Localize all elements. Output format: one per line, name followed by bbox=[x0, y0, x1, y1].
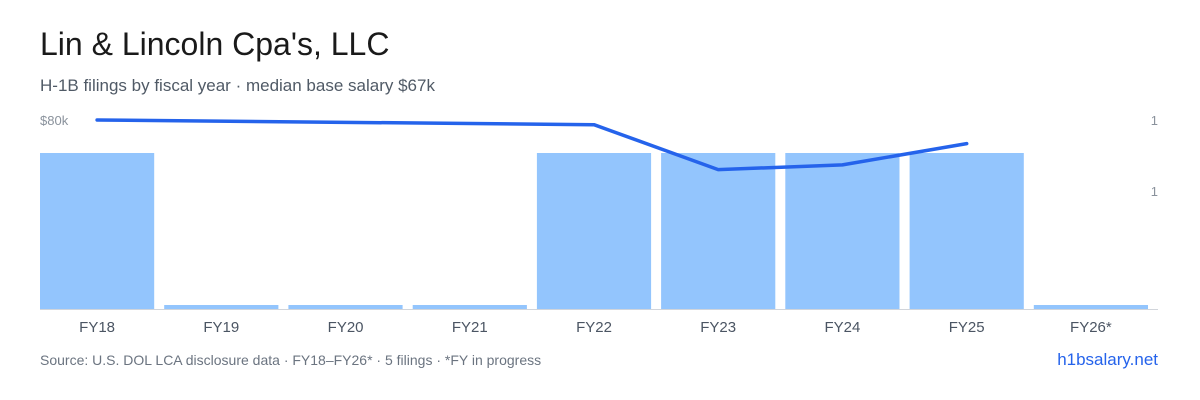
chart-title: Lin & Lincoln Cpa's, LLC bbox=[40, 26, 390, 62]
bar-fy19 bbox=[164, 305, 279, 309]
x-tick-label: FY20 bbox=[328, 319, 364, 336]
bar-fy26-partial bbox=[1033, 305, 1148, 309]
combo-chart: FY18 FY19 FY20 FY21 FY22 FY23 FY24 FY25 FY26* $8… bbox=[40, 113, 1158, 336]
bar-fy20 bbox=[288, 305, 403, 309]
bar-fy21 bbox=[412, 305, 527, 309]
x-tick-label: FY21 bbox=[452, 319, 488, 336]
source-note: Source: U.S. DOL LCA disclosure data · F… bbox=[40, 352, 542, 368]
line-series bbox=[95, 118, 969, 172]
x-tick-label: FY19 bbox=[203, 319, 239, 336]
bar-series bbox=[40, 153, 1148, 309]
x-tick-label: FY26* bbox=[1070, 319, 1112, 336]
bar-fy23 bbox=[661, 153, 776, 309]
bar-fy22 bbox=[536, 153, 652, 309]
y-axis-labels: $80k 1 1 bbox=[40, 113, 1158, 199]
right-axis-tick: 1 bbox=[1151, 113, 1158, 128]
x-tick-label: FY18 bbox=[79, 319, 115, 336]
x-tick-label: FY23 bbox=[700, 319, 736, 336]
bar-fy24 bbox=[785, 153, 900, 309]
chart-subtitle: H-1B filings by fiscal year · median bas… bbox=[40, 76, 435, 95]
bar-fy18 bbox=[40, 153, 155, 309]
left-axis-tick: $80k bbox=[40, 113, 69, 128]
salary-line bbox=[95, 118, 969, 172]
bar-fy25 bbox=[909, 153, 1024, 309]
right-axis-tick: 1 bbox=[1151, 184, 1158, 199]
x-tick-label: FY25 bbox=[949, 319, 985, 336]
x-tick-label: FY22 bbox=[576, 319, 612, 336]
brand-link[interactable]: h1bsalary.net bbox=[1057, 350, 1158, 369]
x-tick-label: FY24 bbox=[824, 319, 860, 336]
x-axis: FY18 FY19 FY20 FY21 FY22 FY23 FY24 FY25 FY26* bbox=[40, 309, 1158, 336]
